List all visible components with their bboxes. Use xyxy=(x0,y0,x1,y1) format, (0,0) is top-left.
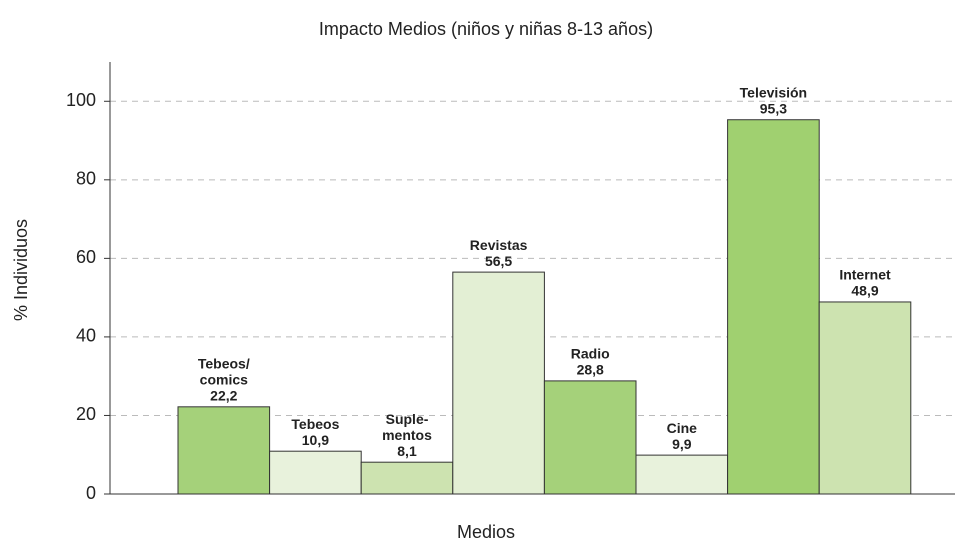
value-label: 28,8 xyxy=(577,362,604,378)
value-label: 48,9 xyxy=(851,283,878,299)
chart-title: Impacto Medios (niños y niñas 8-13 años) xyxy=(319,19,653,39)
value-label: 10,9 xyxy=(302,432,329,448)
category-label: Tebeos/ xyxy=(198,356,250,372)
y-tick-label: 20 xyxy=(76,404,96,424)
value-label: 95,3 xyxy=(760,100,787,116)
category-label: comics xyxy=(200,372,248,388)
bar xyxy=(727,119,820,495)
category-label: Revistas xyxy=(470,237,528,253)
category-label: Radio xyxy=(571,346,610,362)
y-tick-label: 0 xyxy=(86,483,96,503)
y-axis-label: % Individuos xyxy=(11,219,31,321)
category-label: Suple- xyxy=(386,411,429,427)
category-label: Tebeos xyxy=(291,416,339,432)
value-label: 8,1 xyxy=(397,443,417,459)
bar xyxy=(543,380,637,495)
y-tick-label: 60 xyxy=(76,247,96,267)
value-label: 56,5 xyxy=(485,253,512,269)
y-tick-label: 80 xyxy=(76,169,96,189)
bar xyxy=(177,406,271,495)
bar xyxy=(635,454,729,495)
value-label: 22,2 xyxy=(210,388,237,404)
bar xyxy=(360,461,454,495)
y-tick-label: 100 xyxy=(66,90,96,110)
bar xyxy=(452,271,545,495)
category-label: Internet xyxy=(839,267,891,283)
bar xyxy=(818,301,912,495)
category-label: Cine xyxy=(667,420,698,436)
value-label: 9,9 xyxy=(672,436,692,452)
bar xyxy=(269,450,362,495)
category-label: mentos xyxy=(382,427,432,443)
y-tick-label: 40 xyxy=(76,326,96,346)
category-label: Televisión xyxy=(740,84,807,100)
x-axis-label: Medios xyxy=(457,522,515,542)
